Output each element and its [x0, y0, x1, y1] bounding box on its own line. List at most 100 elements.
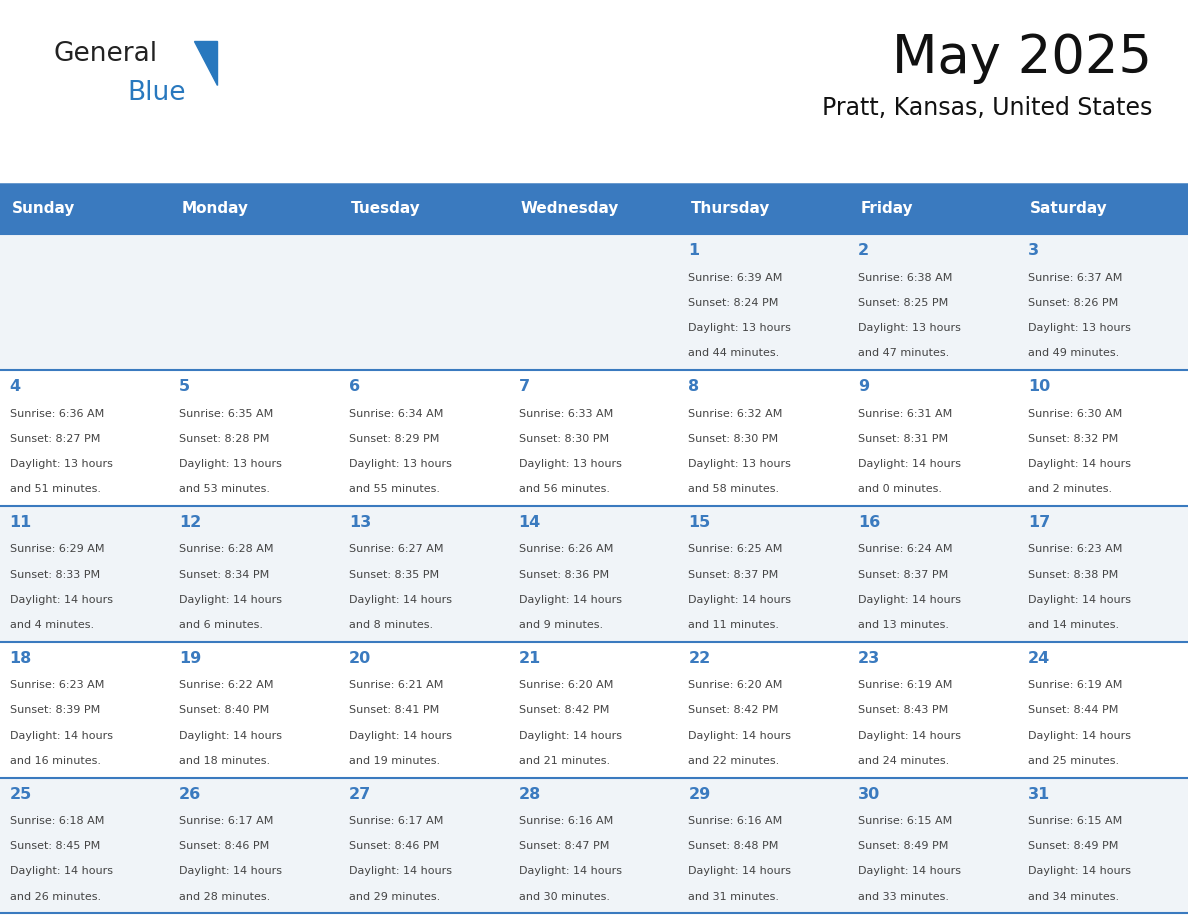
- Text: Daylight: 14 hours: Daylight: 14 hours: [179, 595, 283, 605]
- Text: Sunset: 8:34 PM: Sunset: 8:34 PM: [179, 569, 270, 579]
- Text: Sunset: 8:32 PM: Sunset: 8:32 PM: [1028, 433, 1118, 443]
- Bar: [0, 642, 170, 778]
- Text: and 8 minutes.: and 8 minutes.: [349, 620, 434, 630]
- Bar: [678, 506, 848, 642]
- Text: 22: 22: [688, 651, 710, 666]
- Text: 13: 13: [349, 515, 371, 530]
- Text: and 25 minutes.: and 25 minutes.: [1028, 756, 1119, 766]
- Text: Daylight: 14 hours: Daylight: 14 hours: [688, 867, 791, 877]
- Text: Sunset: 8:43 PM: Sunset: 8:43 PM: [858, 705, 948, 715]
- Text: and 56 minutes.: and 56 minutes.: [519, 484, 609, 494]
- Text: Sunrise: 6:34 AM: Sunrise: 6:34 AM: [349, 409, 443, 419]
- Text: and 0 minutes.: and 0 minutes.: [858, 484, 942, 494]
- Text: Sunrise: 6:15 AM: Sunrise: 6:15 AM: [858, 816, 953, 826]
- Text: 30: 30: [858, 787, 880, 801]
- Text: Sunrise: 6:24 AM: Sunrise: 6:24 AM: [858, 544, 953, 554]
- Text: 9: 9: [858, 379, 870, 394]
- Text: Daylight: 14 hours: Daylight: 14 hours: [10, 867, 113, 877]
- Text: Sunset: 8:42 PM: Sunset: 8:42 PM: [688, 705, 779, 715]
- Text: 25: 25: [10, 787, 32, 801]
- Bar: [848, 642, 1018, 778]
- Text: Sunset: 8:45 PM: Sunset: 8:45 PM: [10, 841, 100, 851]
- Text: Sunset: 8:27 PM: Sunset: 8:27 PM: [10, 433, 100, 443]
- Text: Pratt, Kansas, United States: Pratt, Kansas, United States: [822, 96, 1152, 120]
- Bar: [340, 184, 510, 234]
- Text: Sunrise: 6:17 AM: Sunrise: 6:17 AM: [179, 816, 273, 826]
- Bar: [848, 506, 1018, 642]
- Text: 17: 17: [1028, 515, 1050, 530]
- Text: Saturday: Saturday: [1030, 201, 1108, 217]
- Bar: [170, 234, 340, 370]
- Text: and 34 minutes.: and 34 minutes.: [1028, 891, 1119, 901]
- Bar: [340, 370, 510, 506]
- Text: 26: 26: [179, 787, 202, 801]
- Text: Sunset: 8:40 PM: Sunset: 8:40 PM: [179, 705, 270, 715]
- Text: Sunrise: 6:26 AM: Sunrise: 6:26 AM: [519, 544, 613, 554]
- Text: 20: 20: [349, 651, 371, 666]
- Text: Sunset: 8:42 PM: Sunset: 8:42 PM: [519, 705, 609, 715]
- Text: and 9 minutes.: and 9 minutes.: [519, 620, 602, 630]
- Text: Sunset: 8:36 PM: Sunset: 8:36 PM: [519, 569, 608, 579]
- Bar: [848, 234, 1018, 370]
- Text: Daylight: 14 hours: Daylight: 14 hours: [349, 595, 451, 605]
- Text: Daylight: 13 hours: Daylight: 13 hours: [179, 459, 282, 469]
- Text: May 2025: May 2025: [892, 32, 1152, 84]
- Text: Sunrise: 6:39 AM: Sunrise: 6:39 AM: [688, 273, 783, 283]
- Text: Daylight: 13 hours: Daylight: 13 hours: [688, 323, 791, 333]
- Text: Daylight: 14 hours: Daylight: 14 hours: [519, 731, 621, 741]
- Text: 29: 29: [688, 787, 710, 801]
- Text: and 44 minutes.: and 44 minutes.: [688, 348, 779, 358]
- Bar: [678, 778, 848, 913]
- Text: Thursday: Thursday: [690, 201, 770, 217]
- Text: Sunset: 8:28 PM: Sunset: 8:28 PM: [179, 433, 270, 443]
- Text: Sunrise: 6:16 AM: Sunrise: 6:16 AM: [519, 816, 613, 826]
- Text: Friday: Friday: [860, 201, 914, 217]
- Bar: [170, 370, 340, 506]
- Text: Sunset: 8:37 PM: Sunset: 8:37 PM: [688, 569, 778, 579]
- Bar: [848, 370, 1018, 506]
- Text: and 21 minutes.: and 21 minutes.: [519, 756, 609, 766]
- Text: 11: 11: [10, 515, 32, 530]
- Text: Daylight: 14 hours: Daylight: 14 hours: [688, 595, 791, 605]
- Text: Sunrise: 6:20 AM: Sunrise: 6:20 AM: [688, 680, 783, 690]
- Text: Sunrise: 6:17 AM: Sunrise: 6:17 AM: [349, 816, 443, 826]
- Text: and 11 minutes.: and 11 minutes.: [688, 620, 779, 630]
- Text: Sunrise: 6:33 AM: Sunrise: 6:33 AM: [519, 409, 613, 419]
- Text: and 33 minutes.: and 33 minutes.: [858, 891, 949, 901]
- Text: Daylight: 14 hours: Daylight: 14 hours: [179, 731, 283, 741]
- Text: Daylight: 13 hours: Daylight: 13 hours: [349, 459, 451, 469]
- Text: Daylight: 14 hours: Daylight: 14 hours: [519, 867, 621, 877]
- Text: Blue: Blue: [127, 80, 185, 106]
- Text: Sunrise: 6:23 AM: Sunrise: 6:23 AM: [10, 680, 103, 690]
- Text: Sunrise: 6:32 AM: Sunrise: 6:32 AM: [688, 409, 783, 419]
- Text: Sunrise: 6:15 AM: Sunrise: 6:15 AM: [1028, 816, 1121, 826]
- Bar: [510, 642, 678, 778]
- Bar: [1018, 370, 1188, 506]
- Text: Daylight: 13 hours: Daylight: 13 hours: [858, 323, 961, 333]
- Text: Sunrise: 6:29 AM: Sunrise: 6:29 AM: [10, 544, 105, 554]
- Text: Daylight: 13 hours: Daylight: 13 hours: [688, 459, 791, 469]
- Text: and 16 minutes.: and 16 minutes.: [10, 756, 101, 766]
- Text: Sunset: 8:49 PM: Sunset: 8:49 PM: [858, 841, 948, 851]
- Text: Sunrise: 6:23 AM: Sunrise: 6:23 AM: [1028, 544, 1123, 554]
- Text: and 4 minutes.: and 4 minutes.: [10, 620, 94, 630]
- Text: Daylight: 14 hours: Daylight: 14 hours: [10, 731, 113, 741]
- Text: Sunset: 8:44 PM: Sunset: 8:44 PM: [1028, 705, 1118, 715]
- Text: and 49 minutes.: and 49 minutes.: [1028, 348, 1119, 358]
- Text: Sunset: 8:26 PM: Sunset: 8:26 PM: [1028, 297, 1118, 308]
- Text: and 18 minutes.: and 18 minutes.: [179, 756, 271, 766]
- Text: Sunset: 8:30 PM: Sunset: 8:30 PM: [519, 433, 608, 443]
- Bar: [0, 778, 170, 913]
- Text: Sunset: 8:46 PM: Sunset: 8:46 PM: [179, 841, 270, 851]
- Text: Daylight: 14 hours: Daylight: 14 hours: [1028, 731, 1131, 741]
- Text: and 19 minutes.: and 19 minutes.: [349, 756, 440, 766]
- Text: Sunset: 8:35 PM: Sunset: 8:35 PM: [349, 569, 440, 579]
- Text: 14: 14: [519, 515, 541, 530]
- Text: Sunrise: 6:19 AM: Sunrise: 6:19 AM: [1028, 680, 1123, 690]
- Bar: [848, 184, 1018, 234]
- Text: Sunrise: 6:19 AM: Sunrise: 6:19 AM: [858, 680, 953, 690]
- Text: Sunset: 8:37 PM: Sunset: 8:37 PM: [858, 569, 948, 579]
- Text: Sunrise: 6:25 AM: Sunrise: 6:25 AM: [688, 544, 783, 554]
- Bar: [0, 506, 170, 642]
- Text: Sunrise: 6:22 AM: Sunrise: 6:22 AM: [179, 680, 273, 690]
